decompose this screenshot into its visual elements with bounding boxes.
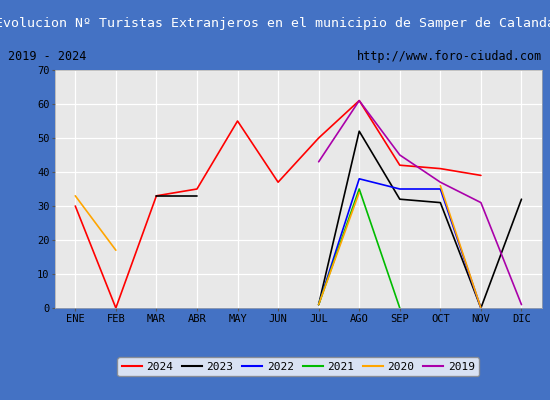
- Text: 2019 - 2024: 2019 - 2024: [8, 50, 86, 63]
- Text: Evolucion Nº Turistas Extranjeros en el municipio de Samper de Calanda: Evolucion Nº Turistas Extranjeros en el …: [0, 16, 550, 30]
- Text: http://www.foro-ciudad.com: http://www.foro-ciudad.com: [356, 50, 542, 63]
- Legend: 2024, 2023, 2022, 2021, 2020, 2019: 2024, 2023, 2022, 2021, 2020, 2019: [117, 357, 480, 376]
